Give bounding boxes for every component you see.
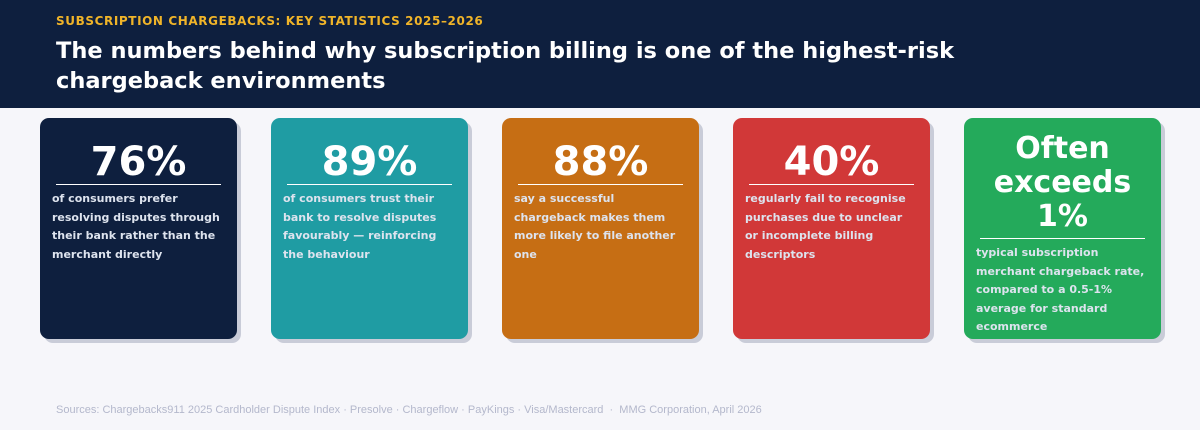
stat-card: Often exceeds 1% typical subscription me… (964, 118, 1161, 339)
stat-description: of consumers prefer resolving disputes t… (52, 192, 220, 261)
stat-value: 89% (321, 139, 418, 185)
stat-description: say a successful chargeback makes them m… (514, 192, 676, 261)
stat-card: 40% regularly fail to recognise purchase… (733, 118, 930, 339)
divider (518, 184, 683, 185)
stat-value: Often exceeds 1% (993, 131, 1132, 234)
eyebrow-label: SUBSCRIPTION CHARGEBACKS: KEY STATISTICS… (56, 14, 484, 28)
divider (287, 184, 452, 185)
stat-card: 88% say a successful chargeback makes th… (502, 118, 699, 339)
stat-value: 40% (783, 139, 880, 185)
stat-card: 89% of consumers trust their bank to res… (271, 118, 468, 339)
stat-description: of consumers trust their bank to resolve… (283, 192, 437, 261)
divider (56, 184, 221, 185)
page-title: The numbers behind why subscription bill… (56, 38, 955, 94)
stat-description: regularly fail to recognise purchases du… (745, 192, 906, 261)
divider (749, 184, 914, 185)
header-banner: SUBSCRIPTION CHARGEBACKS: KEY STATISTICS… (0, 0, 1200, 108)
stat-card: 76% of consumers prefer resolving disput… (40, 118, 237, 339)
divider (980, 238, 1145, 239)
stat-value: 88% (552, 139, 649, 185)
stat-value: 76% (90, 139, 187, 185)
sources-footer: Sources: Chargebacks911 2025 Cardholder … (56, 404, 762, 416)
stat-description: typical subscription merchant chargeback… (976, 246, 1145, 333)
